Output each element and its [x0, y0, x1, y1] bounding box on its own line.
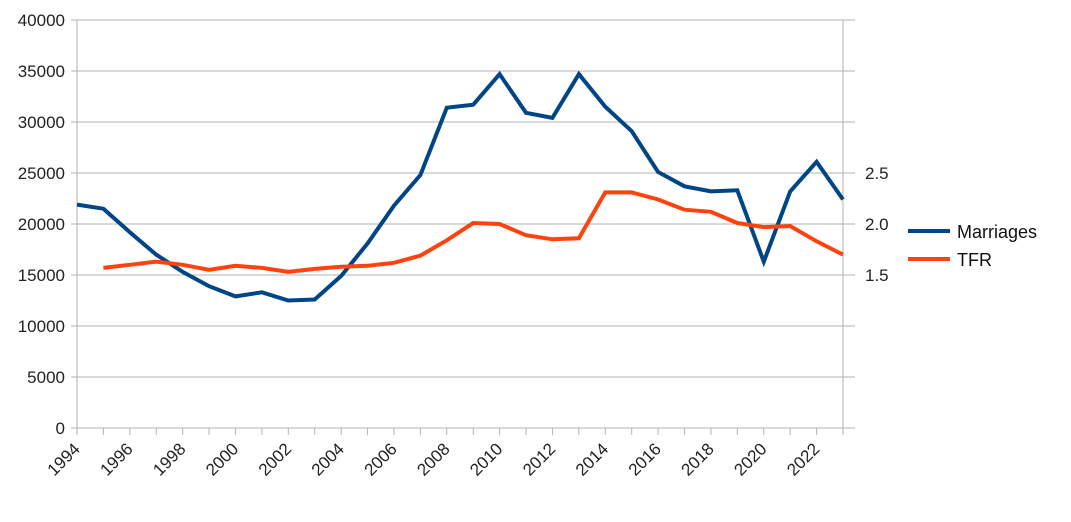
right-tick-label: 1.5 — [865, 266, 889, 285]
left-tick-label: 5000 — [27, 368, 65, 387]
x-tick-label: 2018 — [678, 439, 718, 479]
left-tick-label: 40000 — [18, 11, 65, 30]
x-tick-label: 2016 — [625, 439, 665, 479]
left-tick-label: 30000 — [18, 113, 65, 132]
x-tick-label: 1996 — [96, 439, 136, 479]
x-tick-label: 2020 — [730, 439, 770, 479]
series-line-marriages — [76, 70, 845, 303]
right-y-axis-ticks: 1.5 2.0 2.5 — [865, 164, 889, 285]
series-line-tfr — [103, 190, 844, 274]
series-lines — [76, 70, 845, 303]
x-tick-label: 2012 — [519, 439, 559, 479]
x-tick-label: 2022 — [783, 439, 823, 479]
x-tick-label: 2006 — [361, 439, 401, 479]
x-tick-label: 2014 — [572, 439, 612, 479]
right-tick-label: 2.5 — [865, 164, 889, 183]
left-y-axis-ticks: 0 5000 10000 15000 20000 25000 30000 35000 40000 — [18, 11, 65, 438]
legend-label-tfr: TFR — [957, 250, 992, 270]
x-tick-label: 1998 — [149, 439, 189, 479]
x-tick-label: 2002 — [255, 439, 295, 479]
legend-label-marriages: Marriages — [957, 222, 1037, 242]
x-tick-label: 2008 — [413, 439, 453, 479]
right-tick-label: 2.0 — [865, 215, 889, 234]
x-tick-label: 2000 — [202, 439, 242, 479]
left-tick-label: 0 — [56, 419, 65, 438]
left-tick-label: 15000 — [18, 266, 65, 285]
x-tick-label: 1994 — [44, 439, 84, 479]
left-tick-label: 25000 — [18, 164, 65, 183]
x-tick-label: 2004 — [308, 439, 348, 479]
gridlines — [77, 19, 855, 429]
left-tick-label: 10000 — [18, 317, 65, 336]
x-tick-label: 2010 — [466, 439, 506, 479]
left-tick-label: 20000 — [18, 215, 65, 234]
legend: Marriages TFR — [908, 222, 1037, 270]
axes — [71, 19, 849, 435]
x-axis-ticks: 1994 1996 1998 2000 2002 2004 2006 2008 2010 2012… — [44, 439, 824, 479]
left-tick-label: 35000 — [18, 62, 65, 81]
